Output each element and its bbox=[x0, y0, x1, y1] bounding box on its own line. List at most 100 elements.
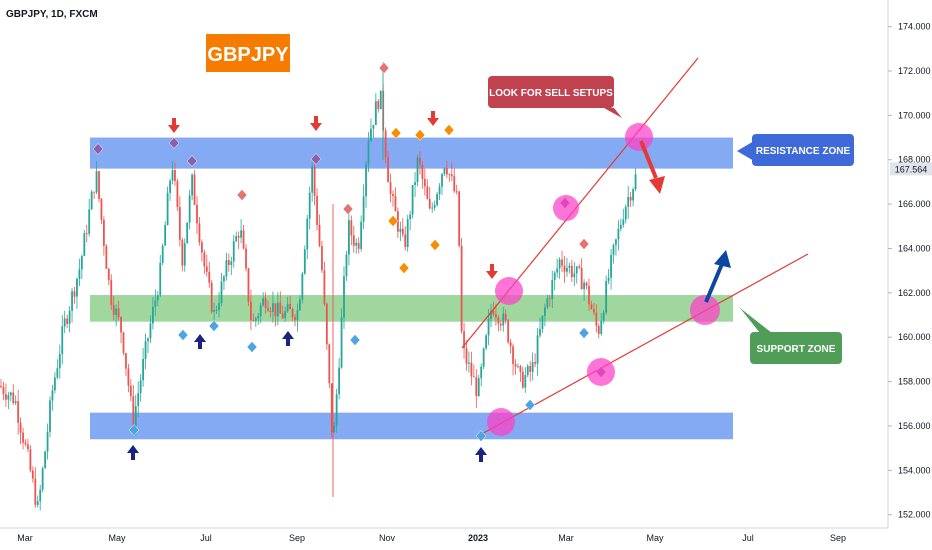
candle-body bbox=[372, 124, 375, 129]
candle-body bbox=[24, 442, 27, 445]
highlight-circle bbox=[553, 195, 579, 221]
candle-body bbox=[284, 311, 287, 319]
candle-body bbox=[54, 377, 56, 391]
candle-body bbox=[76, 278, 78, 297]
candle-body bbox=[615, 239, 617, 245]
candle-body bbox=[171, 170, 174, 181]
candle-body bbox=[274, 303, 277, 317]
signal-up-arrow-head bbox=[282, 331, 294, 339]
candle-body bbox=[627, 196, 630, 207]
candle-body bbox=[556, 268, 559, 273]
candle-body bbox=[414, 182, 416, 185]
candle-body bbox=[247, 268, 250, 302]
candle-body bbox=[71, 291, 73, 311]
candle-body bbox=[593, 309, 595, 313]
candle-body bbox=[561, 259, 563, 266]
candle-body bbox=[112, 304, 115, 315]
candle-body bbox=[63, 318, 66, 327]
candle-body bbox=[458, 191, 461, 246]
time-tick-label: Mar bbox=[558, 533, 574, 543]
candle-body bbox=[149, 323, 152, 339]
candle-body bbox=[325, 303, 328, 345]
diamond-marker-blue bbox=[246, 341, 258, 353]
candle-body bbox=[588, 285, 590, 305]
candle-body bbox=[137, 393, 140, 407]
price-tick-label: 156.000 bbox=[898, 421, 931, 431]
candle-body bbox=[622, 219, 625, 225]
diamond-marker-purple bbox=[186, 155, 198, 167]
candle-body bbox=[303, 249, 306, 274]
candle-body bbox=[539, 328, 541, 336]
candle-body bbox=[570, 265, 573, 278]
signal-up-arrow-head bbox=[194, 334, 206, 342]
candle-body bbox=[600, 320, 603, 334]
sell-note-pointer bbox=[604, 108, 622, 118]
diamond-marker-orange bbox=[414, 129, 426, 141]
resistance-label-pointer bbox=[737, 141, 754, 161]
candle-body bbox=[632, 189, 634, 201]
candle-body bbox=[289, 304, 291, 309]
candle-body bbox=[2, 387, 5, 395]
price-tick-label: 168.000 bbox=[898, 155, 931, 165]
candle-body bbox=[333, 425, 336, 433]
candle-body bbox=[299, 299, 301, 311]
candle-body bbox=[534, 362, 536, 364]
candle-body bbox=[531, 362, 534, 372]
candle-body bbox=[227, 260, 230, 265]
candle-body bbox=[68, 310, 71, 324]
candle-body bbox=[455, 191, 458, 193]
candle-body bbox=[36, 501, 39, 505]
candle-body bbox=[580, 267, 583, 290]
markers-layer bbox=[92, 62, 607, 442]
candle-body bbox=[472, 376, 475, 378]
candle-body bbox=[352, 235, 355, 246]
candle-body bbox=[477, 378, 480, 397]
candle-body bbox=[235, 236, 238, 242]
price-tick-label: 174.000 bbox=[898, 22, 931, 32]
candle-body bbox=[517, 365, 519, 367]
candle-body bbox=[93, 191, 95, 193]
diamond-marker-blue bbox=[475, 430, 487, 442]
price-tick-label: 172.000 bbox=[898, 66, 931, 76]
candle-body bbox=[348, 220, 350, 255]
diamond-marker-pink bbox=[578, 238, 590, 250]
candle-body bbox=[544, 307, 546, 316]
time-tick-label: 2023 bbox=[468, 533, 488, 543]
price-tick-label: 162.000 bbox=[898, 288, 931, 298]
candle-body bbox=[34, 478, 37, 505]
candle-body bbox=[159, 262, 162, 296]
candle-body bbox=[575, 266, 578, 274]
candle-body bbox=[578, 266, 581, 268]
candle-body bbox=[497, 317, 500, 324]
resistance-label-text: RESISTANCE ZONE bbox=[756, 146, 851, 157]
candle-body bbox=[85, 233, 88, 235]
candle-body bbox=[360, 221, 363, 249]
diamond-marker-orange bbox=[387, 215, 399, 227]
symbol-badge-bg bbox=[206, 34, 290, 72]
diamond-marker-blue bbox=[578, 327, 590, 339]
diamond-marker-pink bbox=[236, 189, 248, 201]
candle-body bbox=[301, 273, 304, 300]
signal-up-arrow-shaft bbox=[479, 454, 483, 462]
time-tick-label: Jul bbox=[742, 533, 754, 543]
diamond-marker-orange bbox=[429, 239, 441, 251]
candle-body bbox=[203, 252, 206, 267]
candle-body bbox=[17, 401, 20, 423]
candle-body bbox=[433, 205, 436, 208]
resistance-label-bg bbox=[752, 134, 854, 166]
candle-body bbox=[311, 166, 314, 193]
candle-body bbox=[294, 317, 296, 321]
candle-body bbox=[269, 310, 272, 313]
candle-body bbox=[423, 178, 426, 187]
signal-up-arrow-shaft bbox=[131, 452, 135, 460]
candle-body bbox=[41, 468, 44, 490]
candle-body bbox=[416, 157, 419, 183]
signal-down-arrow-shaft bbox=[314, 116, 318, 124]
candle-body bbox=[161, 245, 164, 263]
candle-body bbox=[58, 353, 61, 369]
candle-body bbox=[438, 186, 441, 195]
candle-body bbox=[169, 180, 171, 193]
candle-body bbox=[548, 298, 551, 300]
support-label-text: SUPPORT ZONE bbox=[757, 344, 836, 355]
candle-body bbox=[397, 211, 399, 232]
